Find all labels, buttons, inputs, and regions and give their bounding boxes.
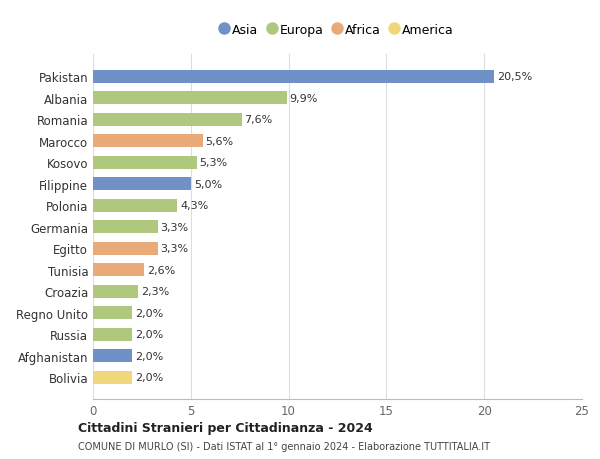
Bar [93,242,158,255]
Bar [93,328,132,341]
Text: Cittadini Stranieri per Cittadinanza - 2024: Cittadini Stranieri per Cittadinanza - 2… [78,421,373,434]
Bar [93,285,138,298]
Text: COMUNE DI MURLO (SI) - Dati ISTAT al 1° gennaio 2024 - Elaborazione TUTTITALIA.I: COMUNE DI MURLO (SI) - Dati ISTAT al 1° … [78,441,490,451]
Text: 9,9%: 9,9% [290,94,318,104]
Text: 20,5%: 20,5% [497,72,532,82]
Text: 7,6%: 7,6% [245,115,273,125]
Text: 4,3%: 4,3% [180,201,208,211]
Text: 5,3%: 5,3% [200,158,228,168]
Text: 2,0%: 2,0% [135,351,163,361]
Text: 2,6%: 2,6% [147,265,175,275]
Text: 5,6%: 5,6% [205,136,233,146]
Bar [93,178,191,191]
Legend: Asia, Europa, Africa, America: Asia, Europa, Africa, America [217,20,458,40]
Text: 3,3%: 3,3% [160,222,188,232]
Bar [93,135,203,148]
Text: 5,0%: 5,0% [194,179,222,189]
Bar [93,307,132,319]
Text: 2,0%: 2,0% [135,330,163,339]
Text: 3,3%: 3,3% [160,244,188,254]
Bar [93,92,287,105]
Bar [93,221,158,234]
Text: 2,0%: 2,0% [135,372,163,382]
Text: 2,0%: 2,0% [135,308,163,318]
Bar [93,199,177,212]
Bar [93,371,132,384]
Bar [93,113,242,127]
Bar [93,263,144,276]
Bar [93,349,132,362]
Bar [93,71,494,84]
Bar [93,157,197,169]
Text: 2,3%: 2,3% [141,286,169,297]
